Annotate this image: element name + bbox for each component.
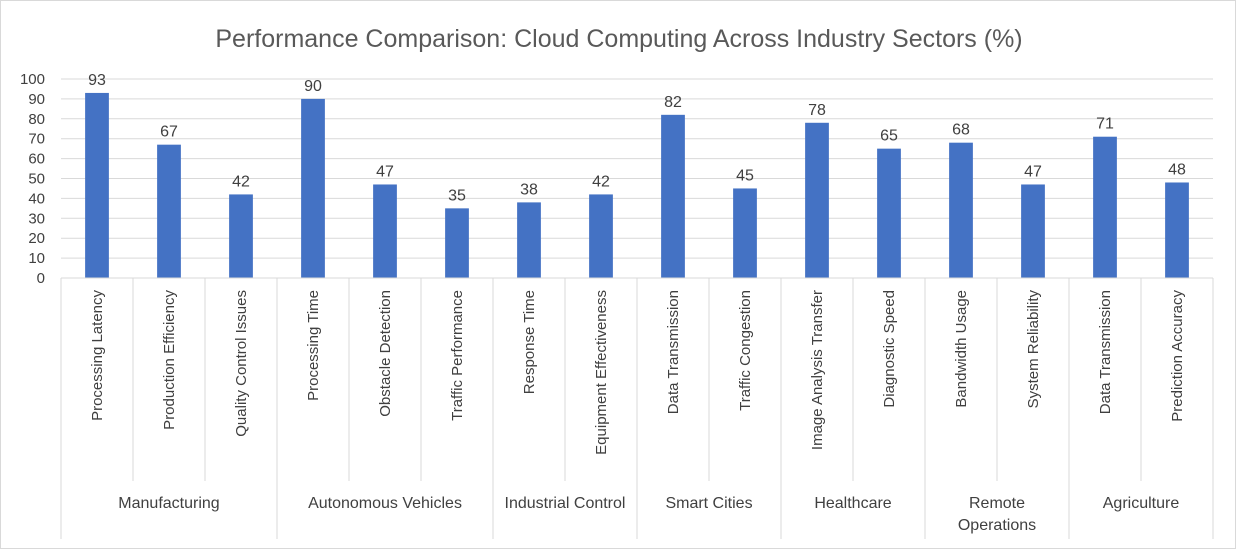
bar xyxy=(229,194,253,278)
data-label: 71 xyxy=(1096,116,1114,133)
category-label: Traffic Performance xyxy=(449,290,466,421)
y-tick-label: 10 xyxy=(28,250,45,267)
data-label: 82 xyxy=(664,94,682,111)
bar xyxy=(877,148,901,278)
data-label: 47 xyxy=(376,163,394,180)
bar xyxy=(1093,136,1117,278)
data-label: 47 xyxy=(1024,163,1042,180)
data-label: 42 xyxy=(232,173,250,190)
bar xyxy=(373,184,397,278)
category-label: System Reliability xyxy=(1025,290,1042,409)
bar xyxy=(85,92,109,279)
data-label: 48 xyxy=(1168,161,1186,178)
y-tick-label: 80 xyxy=(28,111,45,128)
data-label: 35 xyxy=(448,187,466,204)
bar xyxy=(517,202,541,278)
category-label: Production Efficiency xyxy=(161,290,178,430)
data-label: 67 xyxy=(160,124,178,141)
data-label: 90 xyxy=(304,78,322,95)
y-tick-label: 90 xyxy=(28,91,45,108)
category-label: Bandwidth Usage xyxy=(953,290,970,408)
bar xyxy=(445,208,469,278)
category-label: Image Analysis Transfer xyxy=(809,290,826,450)
bar xyxy=(661,114,685,278)
category-label: Data Transmission xyxy=(665,290,682,414)
data-label: 68 xyxy=(952,122,970,139)
category-label: Response Time xyxy=(521,290,538,394)
group-label: Remote xyxy=(969,495,1025,512)
bar xyxy=(733,188,757,278)
y-tick-label: 20 xyxy=(28,230,45,247)
x-axis: Processing Latency Production Efficiency Q… xyxy=(60,277,1214,539)
group-label: Industrial Control xyxy=(505,495,626,512)
data-label: 38 xyxy=(520,181,538,198)
bar xyxy=(301,98,325,279)
category-label: Diagnostic Speed xyxy=(881,290,898,408)
category-label: Traffic Congestion xyxy=(737,290,754,411)
bar xyxy=(157,144,181,278)
category-label: Equipment Effectiveness xyxy=(593,290,610,455)
category-label: Quality Control Issues xyxy=(233,290,250,437)
y-axis-ticks: 0 10 20 30 40 50 60 70 80 90 100 xyxy=(20,71,45,287)
category-label: Processing Time xyxy=(305,290,322,401)
y-tick-label: 0 xyxy=(37,270,45,287)
bar xyxy=(805,122,829,278)
group-label: Manufacturing xyxy=(118,495,219,512)
bar xyxy=(1021,184,1045,278)
category-label: Data Transmission xyxy=(1097,290,1114,414)
category-label: Prediction Accuracy xyxy=(1169,290,1186,422)
data-label: 45 xyxy=(736,167,754,184)
group-label: Autonomous Vehicles xyxy=(308,495,462,512)
group-label: Agriculture xyxy=(1103,495,1180,512)
y-tick-label: 30 xyxy=(28,210,45,227)
data-label: 42 xyxy=(592,173,610,190)
bar xyxy=(589,194,613,278)
bar xyxy=(949,142,973,278)
data-label: 93 xyxy=(88,72,106,89)
bar xyxy=(1165,182,1189,278)
data-label: 78 xyxy=(808,102,826,119)
y-tick-label: 100 xyxy=(20,71,45,88)
group-label: Operations xyxy=(958,517,1036,534)
y-tick-label: 60 xyxy=(28,151,45,168)
data-labels: 93 67 42 90 47 35 38 42 82 45 78 65 68 47 71 48 xyxy=(88,72,1186,204)
y-tick-label: 70 xyxy=(28,131,45,148)
chart-title: Performance Comparison: Cloud Computing … xyxy=(215,25,1022,53)
group-label: Smart Cities xyxy=(665,495,752,512)
category-label: Obstacle Detection xyxy=(377,290,394,417)
category-label: Processing Latency xyxy=(89,290,106,421)
bars xyxy=(85,92,1189,279)
gridlines xyxy=(61,78,1213,259)
y-tick-label: 50 xyxy=(28,171,45,188)
y-tick-label: 40 xyxy=(28,190,45,207)
data-label: 65 xyxy=(880,128,898,145)
group-label: Healthcare xyxy=(814,495,891,512)
